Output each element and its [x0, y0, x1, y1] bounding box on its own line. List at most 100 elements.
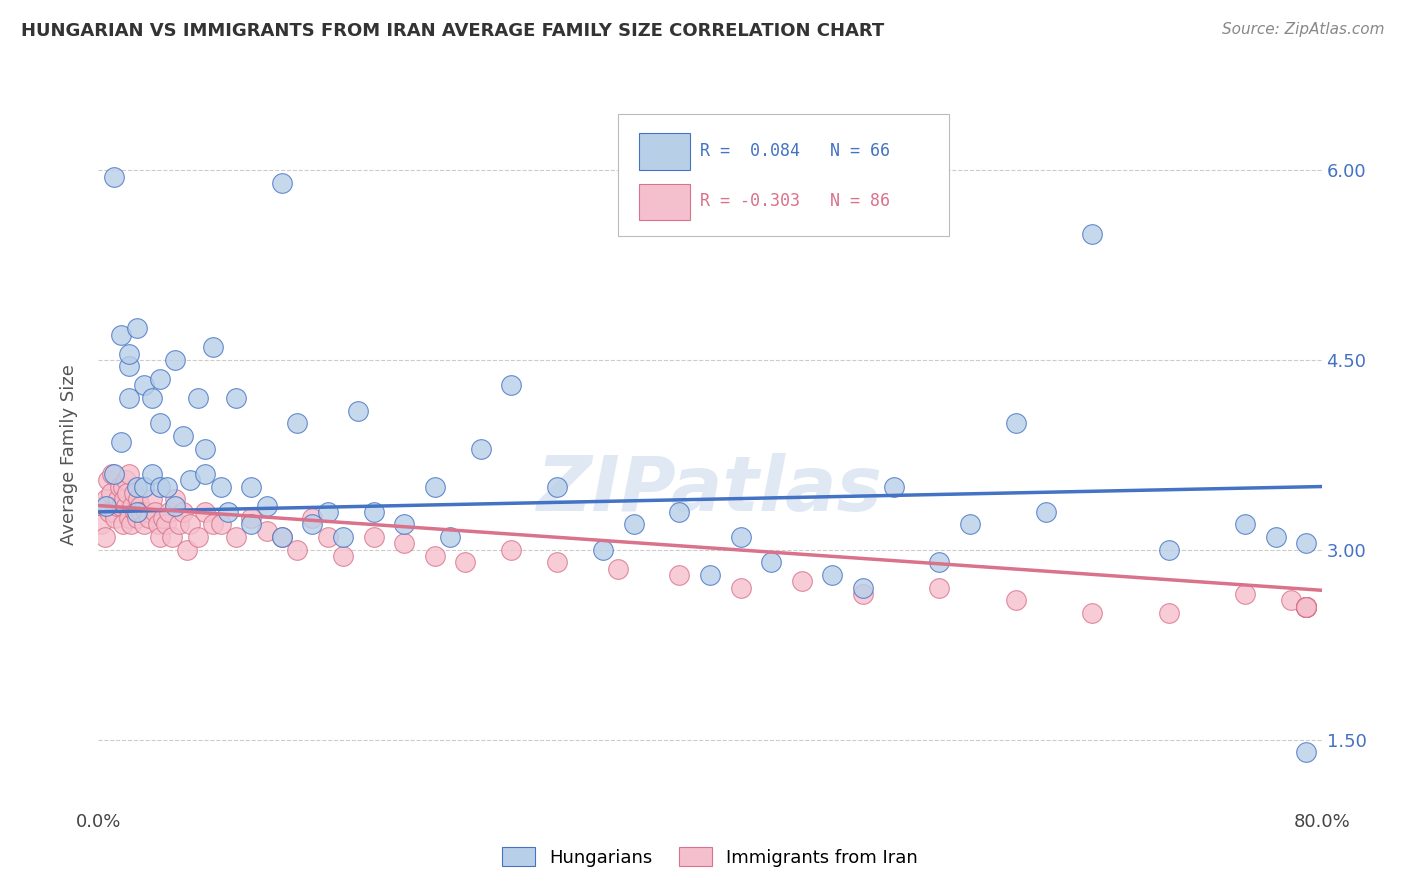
Point	[1295, 599, 1317, 614]
Point	[97, 473, 120, 487]
Point	[93, 530, 115, 544]
Point	[134, 378, 156, 392]
Point	[301, 517, 323, 532]
Point	[270, 530, 292, 544]
Point	[1295, 599, 1317, 614]
Point	[1004, 593, 1026, 607]
Point	[423, 479, 446, 493]
Point	[592, 542, 614, 557]
Point	[129, 505, 152, 519]
Point	[134, 517, 156, 532]
Point	[134, 479, 156, 493]
Point	[1295, 536, 1317, 550]
Point	[928, 556, 950, 570]
Text: R = -0.303   N = 86: R = -0.303 N = 86	[700, 192, 890, 210]
Point	[118, 467, 141, 481]
Point	[202, 340, 225, 354]
Point	[103, 169, 125, 184]
Point	[118, 347, 141, 361]
Point	[118, 359, 141, 374]
Point	[115, 499, 138, 513]
Point	[100, 486, 122, 500]
Legend: Hungarians, Immigrants from Iran: Hungarians, Immigrants from Iran	[495, 840, 925, 874]
Point	[730, 581, 752, 595]
Point	[270, 176, 292, 190]
Point	[546, 479, 568, 493]
FancyBboxPatch shape	[619, 114, 949, 235]
Point	[110, 499, 132, 513]
Point	[1295, 599, 1317, 614]
Point	[270, 530, 292, 544]
Point	[392, 517, 416, 532]
Point	[1264, 530, 1286, 544]
Point	[115, 473, 138, 487]
Point	[607, 562, 630, 576]
Point	[103, 505, 125, 519]
Point	[128, 499, 150, 513]
Point	[1081, 227, 1104, 241]
Point	[152, 511, 174, 525]
Point	[1081, 606, 1104, 620]
Point	[928, 581, 950, 595]
Point	[1157, 606, 1180, 620]
Point	[149, 372, 172, 386]
Point	[546, 556, 568, 570]
Point	[110, 435, 132, 450]
Point	[256, 499, 278, 513]
Point	[110, 327, 132, 342]
Point	[146, 517, 169, 532]
Point	[454, 556, 477, 570]
Text: Source: ZipAtlas.com: Source: ZipAtlas.com	[1222, 22, 1385, 37]
Point	[98, 505, 121, 519]
Y-axis label: Average Family Size: Average Family Size	[59, 365, 77, 545]
Point	[176, 542, 198, 557]
Point	[623, 517, 645, 532]
Point	[1234, 587, 1257, 601]
Point	[108, 479, 131, 493]
Point	[240, 511, 263, 525]
Point	[959, 517, 981, 532]
FancyBboxPatch shape	[640, 134, 690, 169]
Point	[332, 530, 354, 544]
Point	[118, 391, 141, 405]
Point	[332, 549, 354, 563]
Point	[163, 353, 186, 368]
Point	[94, 499, 117, 513]
Point	[127, 492, 149, 507]
Point	[392, 536, 416, 550]
Point	[125, 511, 148, 525]
Point	[363, 505, 385, 519]
Point	[347, 403, 370, 417]
Point	[172, 505, 194, 519]
Point	[285, 417, 308, 431]
Point	[790, 574, 813, 589]
Point	[1295, 599, 1317, 614]
Point	[125, 479, 148, 493]
Point	[135, 505, 157, 519]
Point	[101, 467, 124, 481]
Point	[141, 391, 163, 405]
Point	[141, 492, 163, 507]
Point	[821, 568, 844, 582]
Point	[179, 517, 201, 532]
Point	[730, 530, 752, 544]
Point	[125, 505, 148, 519]
Text: ZIPatlas: ZIPatlas	[537, 453, 883, 526]
Point	[1004, 417, 1026, 431]
Point	[209, 517, 232, 532]
Point	[149, 530, 172, 544]
Point	[1295, 599, 1317, 614]
Point	[90, 517, 112, 532]
Point	[122, 486, 145, 500]
Point	[169, 517, 191, 532]
Point	[852, 581, 875, 595]
Point	[149, 479, 172, 493]
Point	[470, 442, 492, 456]
Point	[194, 505, 217, 519]
Point	[138, 511, 160, 525]
Point	[225, 391, 247, 405]
Point	[120, 517, 142, 532]
Point	[217, 505, 239, 519]
Text: HUNGARIAN VS IMMIGRANTS FROM IRAN AVERAGE FAMILY SIZE CORRELATION CHART: HUNGARIAN VS IMMIGRANTS FROM IRAN AVERAG…	[21, 22, 884, 40]
Point	[125, 321, 148, 335]
